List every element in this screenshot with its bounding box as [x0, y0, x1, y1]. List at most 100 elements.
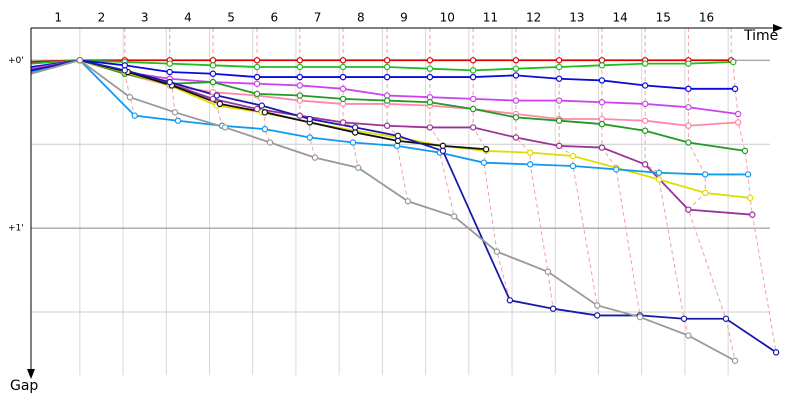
point [598, 77, 606, 84]
point [426, 73, 434, 81]
point [339, 57, 347, 64]
point [296, 82, 304, 89]
point [426, 94, 434, 101]
point [383, 73, 391, 81]
point [555, 75, 563, 82]
point [131, 112, 138, 119]
point [702, 171, 709, 178]
point [493, 248, 501, 255]
point [598, 62, 606, 69]
x-tick-label: 15 [656, 11, 671, 25]
point [126, 94, 134, 101]
point [394, 137, 402, 145]
point [680, 315, 688, 322]
point [655, 169, 663, 176]
point [506, 297, 514, 304]
point [121, 67, 128, 74]
point [394, 132, 402, 140]
x-tick-label: 8 [357, 11, 365, 25]
point [685, 104, 692, 111]
point [209, 57, 217, 64]
point [174, 117, 182, 124]
point [253, 105, 261, 113]
point [685, 332, 692, 339]
point [641, 100, 649, 108]
point [261, 109, 269, 116]
point [512, 57, 520, 64]
point [426, 65, 434, 72]
point [512, 72, 520, 79]
point [512, 114, 520, 121]
point [339, 119, 347, 126]
point [469, 57, 477, 64]
x-tick-label: 10 [440, 11, 455, 25]
point [383, 97, 391, 104]
x-tick-label: 11 [483, 11, 498, 25]
point [258, 102, 265, 109]
point [598, 144, 606, 151]
point [482, 146, 490, 153]
lap-connector [429, 28, 455, 217]
point [702, 189, 709, 197]
x-tick-label: 9 [400, 11, 408, 25]
point [722, 315, 730, 322]
point [351, 124, 359, 131]
x-tick-label: 13 [569, 11, 584, 25]
x-tick-label: 7 [314, 11, 322, 25]
point [598, 115, 606, 123]
x-tick-label: 12 [526, 11, 541, 25]
point [469, 67, 477, 74]
point [216, 100, 224, 108]
point [772, 349, 780, 356]
point [555, 117, 563, 124]
point [734, 110, 742, 118]
point [339, 73, 347, 81]
lap-connector [212, 28, 226, 128]
point [685, 85, 692, 93]
point [209, 62, 217, 69]
point [383, 63, 391, 71]
point [685, 139, 692, 146]
point [253, 63, 261, 71]
point [209, 78, 217, 86]
point [526, 161, 534, 168]
point [549, 305, 557, 312]
point [339, 63, 347, 71]
point [512, 65, 520, 72]
point [730, 58, 737, 66]
point [439, 147, 447, 155]
lap-connector [386, 28, 409, 202]
point [636, 313, 644, 321]
point [598, 99, 606, 106]
point [641, 82, 649, 89]
point [598, 57, 606, 64]
point [731, 357, 739, 364]
x-tick-label: 1 [54, 11, 62, 25]
x-tick-label: 6 [271, 11, 279, 25]
x-tick-label: 14 [612, 11, 627, 25]
point [685, 122, 692, 129]
point [253, 73, 261, 81]
point [734, 119, 742, 126]
point [555, 63, 563, 71]
series-line [30, 59, 751, 199]
point [469, 124, 477, 131]
point [383, 122, 391, 129]
point [641, 161, 649, 168]
x-tick-label: 4 [184, 11, 192, 25]
point [213, 92, 221, 99]
point [569, 162, 577, 170]
point [253, 57, 261, 64]
point [426, 57, 434, 64]
point [439, 142, 447, 150]
point [655, 176, 663, 183]
point [209, 88, 217, 96]
point [569, 152, 577, 160]
point [393, 142, 401, 150]
point [544, 268, 552, 275]
point [426, 124, 434, 131]
point [221, 124, 229, 131]
x-tick-label: 16 [699, 11, 714, 25]
point [685, 206, 692, 213]
